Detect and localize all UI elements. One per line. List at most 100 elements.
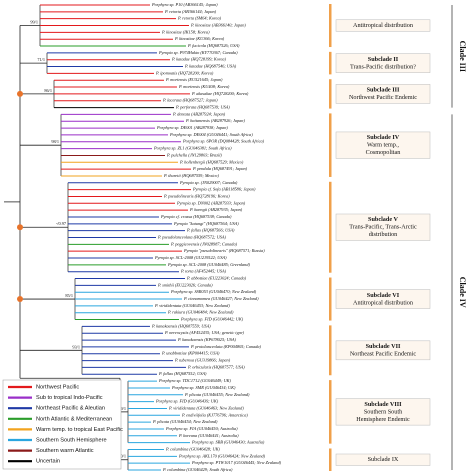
taxon-label: Porphyra sp. SRB (GU046430; Australia) bbox=[191, 440, 265, 445]
range-bar bbox=[329, 181, 332, 273]
subclade-label: Antitropical distribution bbox=[353, 299, 413, 306]
taxon-label: P. columbina (GU046428; UK) bbox=[165, 446, 220, 451]
subclade-box bbox=[335, 398, 431, 426]
support-value: 93/1 bbox=[72, 344, 80, 349]
taxon-label: P. peggicovensis (JN028987; Canada) bbox=[170, 241, 238, 246]
range-bar bbox=[329, 325, 332, 376]
subclade-label: Northeast Pacific Endemic bbox=[350, 351, 417, 358]
node-marker bbox=[17, 296, 23, 303]
subclade-label: Subclade VI bbox=[367, 292, 400, 299]
taxon-label: P. fallax (HQ687552; USA) bbox=[158, 371, 207, 376]
range-bar bbox=[329, 51, 332, 75]
taxon-label: Porphyra sp. FID (GU046442; UK) bbox=[180, 317, 244, 322]
node-marker bbox=[17, 90, 23, 97]
subclade-label: Trans-Pacific distribution? bbox=[350, 63, 416, 70]
subclade-label: Subclade II bbox=[368, 56, 399, 63]
taxon-label: P. pseudolanceolata (HQ687572; USA) bbox=[157, 234, 227, 239]
range-bar bbox=[329, 4, 332, 48]
taxon-label: Porphyra sp. 6POR (DQ084428; South Afric… bbox=[182, 139, 265, 144]
taxon-label: P. protolanceolata (KP004805; Canada) bbox=[190, 344, 262, 349]
taxon-label: P. katadae (HQ728199; Korea) bbox=[171, 57, 227, 62]
taxon-label: Pyropia cf. crassa (HQ687538; Canada) bbox=[160, 214, 232, 219]
taxon-label: P. torta (AF452445; USA) bbox=[180, 269, 227, 274]
taxon-label: P. plicata (GU046455; New Zealand) bbox=[184, 392, 250, 397]
taxon-label: P. kanakaensis (KP678025; USA) bbox=[177, 337, 236, 342]
range-bar bbox=[329, 380, 332, 444]
taxon-label: Porphyra sp. DE004 (GU046441; South Afri… bbox=[169, 132, 253, 137]
taxon-label: P. rakiura (GU046484; New Zealand) bbox=[167, 310, 234, 315]
legend-label: Sub to tropical Indo-Pacific bbox=[36, 395, 103, 401]
taxon-label: P. pulchella (JN129803; Brazil) bbox=[166, 152, 222, 157]
taxon-label: Pyropia sp. SCL-2008 (GU219522; USA) bbox=[154, 255, 227, 260]
legend-label: Northeast Pacific & Aleutian bbox=[36, 406, 105, 412]
subclade-box bbox=[335, 131, 431, 159]
subclade-box bbox=[335, 340, 431, 361]
taxon-label: P. kinositae (IK158; Korea) bbox=[161, 29, 210, 34]
taxon-label: P. moriensis (EU521645; Japan) bbox=[165, 77, 223, 82]
subclade-label: Trans-Pacific, Trans-Arctic bbox=[349, 224, 417, 231]
range-bar bbox=[329, 277, 332, 321]
taxon-label: P. perforata (HQ687539; USA) bbox=[175, 105, 230, 110]
subclade-label: Subclade III bbox=[367, 87, 400, 94]
subclade-label: Cosmopolitan bbox=[366, 149, 401, 156]
taxon-label: Porphyra sp. AKL170 (GU046424; New Zeala… bbox=[178, 453, 266, 458]
taxon-label: P. endiviifolia (KJ776796; Antarctica) bbox=[181, 412, 248, 417]
subclade-label: Hemisphere Endemic bbox=[356, 416, 410, 423]
taxon-label: P. smithii (EU223026; Canada) bbox=[157, 282, 213, 287]
taxon-label: P. fucicola (HQ687526; USA) bbox=[187, 43, 240, 48]
taxon-label: P. lacerata (HQ687527; Japan) bbox=[162, 98, 218, 103]
subclade-label: Subclade IX bbox=[368, 456, 399, 463]
taxon-label: Porphyra sp. FID (GU046439; UK) bbox=[155, 399, 219, 404]
support-value: 99/1 bbox=[30, 19, 38, 24]
taxon-label: Pyropia sp. (JN029007; Canada) bbox=[179, 180, 238, 185]
taxon-label: Porphyra sp. FIA (GU046450; Australia) bbox=[165, 426, 238, 431]
taxon-label: P. retorta (AB366144; Japan) bbox=[164, 9, 217, 14]
taxon-label: Porphyra sp. P10 (AB366145; Japan) bbox=[151, 2, 218, 7]
support-value: 86/1 bbox=[44, 88, 52, 93]
taxon-label: Porphyra sp. DE001 (AB287938; Japan) bbox=[156, 125, 228, 130]
support-value: 99/1 bbox=[118, 406, 126, 411]
subclade-box bbox=[335, 213, 431, 241]
clade-label: Clade IV bbox=[458, 277, 467, 308]
taxon-label: P. columbina (GU046429; South Africa) bbox=[162, 467, 233, 472]
legend-label: Southern warm Atlantic bbox=[36, 448, 94, 454]
support-value: 98/1 bbox=[51, 139, 59, 144]
taxon-label: P. fallax (HQ687566; USA) bbox=[186, 228, 235, 233]
taxon-label: P. orbicularis (HQ687577; USA) bbox=[187, 364, 245, 369]
subclade-label: Subclade V bbox=[368, 216, 399, 223]
taxon-label: P. virididentata (GU046463; New Zealand) bbox=[168, 405, 244, 410]
subclade-label: Northwest Pacific Endemic bbox=[349, 94, 417, 101]
taxon-label: Pyropia "pseudolinearis" (HQ687571; Russ… bbox=[183, 248, 265, 253]
taxon-label: P. unabbottiae (KP004415; USA) bbox=[161, 351, 220, 356]
taxon-label: P. plicata (GU046454; New Zealand) bbox=[152, 419, 218, 424]
taxon-label: Porphyra sp. SMR (GU046434; UK) bbox=[171, 385, 236, 390]
taxon-label: P. kinositae (AB366140; Japan) bbox=[190, 22, 246, 27]
range-bar bbox=[329, 79, 332, 109]
taxon-label: Pyropia sp. P974Hakto (KY770367; Canada) bbox=[158, 50, 238, 55]
legend-box bbox=[2, 379, 122, 470]
taxon-label: P. tuberosa (GU319866; Japan) bbox=[174, 358, 231, 363]
support-value: 71/1 bbox=[37, 57, 45, 62]
subclade-box bbox=[335, 19, 431, 32]
taxon-label: P. cinnamomea (GU046427; New Zealand) bbox=[183, 296, 259, 301]
taxon-label: Pyropia cf. Sofa (AB118586; Japan) bbox=[192, 187, 256, 192]
taxon-label: P. moriensis (KU408; Korea) bbox=[178, 84, 230, 89]
subclade-label: Subclade VIII bbox=[364, 401, 402, 408]
subclade-box bbox=[335, 289, 431, 309]
taxon-label: P. abbottiae (EU223024; Canada) bbox=[186, 276, 247, 281]
taxon-label: P. nereocystis (AF452435; USA; genetic t… bbox=[164, 330, 245, 335]
subclade-box bbox=[335, 84, 431, 104]
taxon-label: P. akasakae (HQ728200; Korea) bbox=[191, 91, 249, 96]
legend-label: Northwest Pacific bbox=[36, 384, 79, 390]
taxon-label: Porphyra sp. ZL1 (GU046381; South Africa… bbox=[153, 146, 232, 151]
support-value: -/0.97 bbox=[56, 221, 67, 226]
taxon-label: P. hollenbergii (HQ687529; Mexico) bbox=[179, 159, 244, 164]
taxon-label: P. retorta (SM64; Korea) bbox=[177, 16, 222, 21]
range-bar bbox=[329, 113, 332, 177]
subclade-box bbox=[335, 53, 431, 73]
taxon-label: Pyropia "katungi" (HQ687564; USA) bbox=[173, 221, 239, 226]
clade-label: Clade III bbox=[458, 41, 467, 72]
subclade-label: distribution bbox=[369, 231, 398, 238]
